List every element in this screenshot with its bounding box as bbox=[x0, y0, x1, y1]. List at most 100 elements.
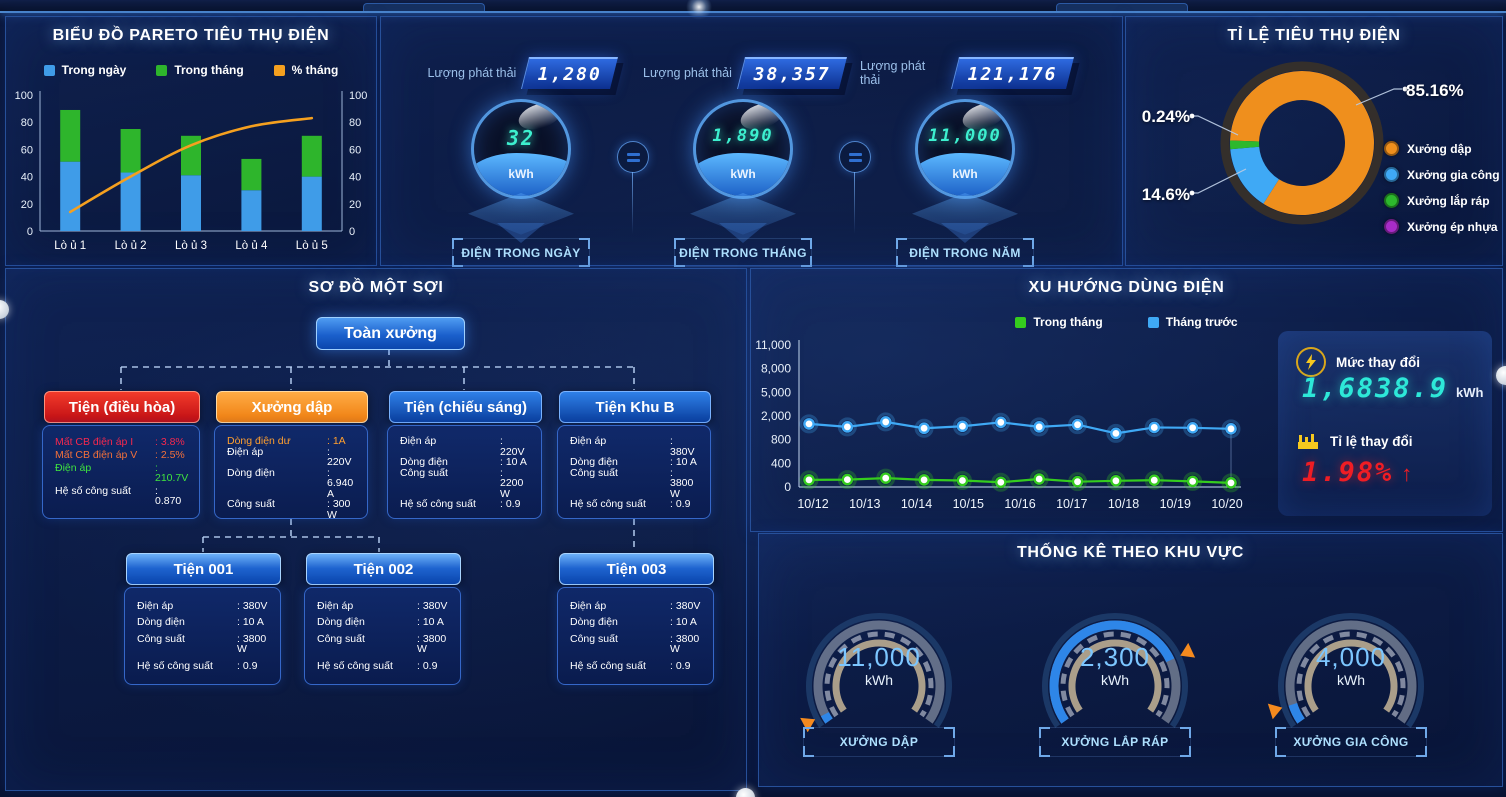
diagram-node-row: Công suất: 3800 W bbox=[317, 632, 448, 656]
trend-stat-value: 1,6838.9 kWh bbox=[1302, 373, 1484, 404]
area-gauge-button-label: XƯỞNG LẮP RÁP bbox=[1061, 735, 1169, 749]
donut-legend-item[interactable]: Xưởng lắp ráp bbox=[1384, 193, 1500, 208]
svg-text:40: 40 bbox=[21, 172, 33, 184]
diagram-node-header[interactable]: Tiện (điều hòa) bbox=[44, 391, 200, 423]
diagram-node-row: Điện áp: 380V bbox=[137, 601, 268, 612]
donut-legend-item[interactable]: Xưởng ép nhựa bbox=[1384, 219, 1500, 234]
bracket-corner bbox=[1180, 746, 1191, 757]
node-row-value: : 220V bbox=[500, 435, 525, 458]
trend-legend-item[interactable]: Tháng trước bbox=[1147, 315, 1238, 329]
emission-display: 38,357 bbox=[736, 57, 847, 89]
meter-button-label: ĐIỆN TRONG THÁNG bbox=[679, 245, 807, 260]
pareto-legend-item[interactable]: Trong ngày bbox=[43, 63, 127, 77]
svg-text:11,000: 11,000 bbox=[755, 338, 791, 352]
meter-button[interactable]: ĐIỆN TRONG THÁNG bbox=[674, 238, 812, 267]
diagram-node-header[interactable]: Tiện 002 bbox=[306, 553, 461, 585]
meter-link-stem bbox=[854, 172, 855, 234]
svg-text:10/17: 10/17 bbox=[1056, 497, 1087, 511]
emission-display-value: 121,176 bbox=[967, 63, 1058, 85]
bracket-corner bbox=[1023, 256, 1034, 267]
node-row-value: : 210.7V bbox=[155, 461, 189, 485]
left-edge-handle[interactable] bbox=[0, 300, 9, 319]
node-row-value: : 10 A bbox=[417, 616, 444, 629]
svg-text:100: 100 bbox=[15, 90, 33, 102]
diagram-node-header[interactable]: Xưởng dập bbox=[216, 391, 368, 423]
ball-liquid bbox=[696, 152, 790, 196]
diagram-node-row: Hệ số công suất: 0.9 bbox=[317, 661, 448, 672]
diagram-node-header[interactable]: Tiện Khu B bbox=[559, 391, 711, 423]
panel-usage-trend: XU HƯỚNG DÙNG ĐIỆN Trong tháng Tháng trướ… bbox=[750, 268, 1503, 532]
node-row-label: Mất CB điện áp I bbox=[55, 436, 134, 449]
area-gauge-button-label: XƯỞNG GIA CÔNG bbox=[1293, 735, 1409, 749]
node-row-value: : 0.9 bbox=[500, 498, 521, 510]
diagram-node-row: Dòng điện: 6.940 A bbox=[227, 467, 355, 500]
diagram-node-row: Dòng điện: 10 A bbox=[137, 617, 268, 628]
meter-button[interactable]: ĐIỆN TRONG NGÀY bbox=[452, 238, 590, 267]
bracket-corner bbox=[1275, 746, 1286, 757]
ball-liquid bbox=[474, 152, 568, 196]
diagram-node-row: Công suất: 3800 W bbox=[570, 466, 698, 500]
area-gauge-button[interactable]: XƯỞNG LẮP RÁP bbox=[1039, 727, 1191, 757]
node-row-label: Công suất bbox=[227, 498, 275, 510]
area-gauge-button[interactable]: XƯỞNG DẬP bbox=[803, 727, 955, 757]
diagram-node-header[interactable]: Tiện (chiếu sáng) bbox=[389, 391, 542, 423]
node-row-label: Điện áp bbox=[570, 435, 607, 447]
donut-legend-item[interactable]: Xưởng dập bbox=[1384, 141, 1500, 156]
trend-legend-item[interactable]: Trong tháng bbox=[1015, 315, 1103, 329]
emission-display: 121,176 bbox=[951, 57, 1074, 89]
trend-stat-number: 1,6838.9 bbox=[1302, 373, 1449, 404]
area-gauge-value: 4,000 bbox=[1315, 642, 1387, 672]
donut-slice-2 bbox=[1230, 146, 1279, 204]
bracket-corner bbox=[803, 746, 814, 757]
diagram-node-row: Dòng điện: 10 A bbox=[570, 617, 701, 628]
node-row-value: : 380V bbox=[417, 599, 448, 612]
node-row-label: Công suất bbox=[400, 466, 448, 479]
node-row-label: Hệ số công suất bbox=[55, 484, 131, 497]
pedestal-decoration bbox=[690, 193, 796, 245]
diagram-node-header[interactable]: Tiện 001 bbox=[126, 553, 281, 585]
node-row-label: Hệ số công suất bbox=[570, 659, 646, 672]
pareto-legend-item[interactable]: Trong tháng bbox=[156, 63, 244, 77]
legend-label: Xưởng ép nhựa bbox=[1407, 219, 1498, 234]
legend-label: Trong ngày bbox=[61, 63, 127, 77]
pedestal-triangle bbox=[719, 223, 767, 267]
diagram-node-header[interactable]: Tiện 003 bbox=[559, 553, 714, 585]
ball-gauge-value: 11,000 bbox=[928, 126, 1002, 146]
bottom-edge-handle[interactable] bbox=[736, 788, 755, 797]
diagram-node-row: Mất CB điện áp I : 3.8% bbox=[55, 437, 187, 448]
lightning-icon bbox=[1296, 347, 1326, 377]
legend-swatch bbox=[273, 64, 285, 76]
trend-stat-value: 1.98% ↑ bbox=[1302, 457, 1412, 488]
trend-stat-label: Tỉ lệ thay đổi bbox=[1330, 433, 1413, 449]
diagram-node-row: Công suất: 300 W bbox=[227, 499, 355, 520]
legend-swatch bbox=[43, 64, 55, 76]
pedestal-decoration bbox=[912, 193, 1018, 245]
meter-button[interactable]: ĐIỆN TRONG NĂM bbox=[896, 238, 1034, 267]
panel-meters: Lượng phát thải 1,280 32 kWh ĐIỆN TRONG NGÀY… bbox=[380, 16, 1123, 267]
donut-legend-item[interactable]: Xưởng gia công bbox=[1384, 167, 1500, 182]
svg-text:20: 20 bbox=[21, 199, 33, 211]
node-row-label: Dòng điện bbox=[570, 456, 618, 468]
node-row-label: Điện áp bbox=[317, 599, 354, 612]
pareto-legend-item[interactable]: % tháng bbox=[273, 63, 338, 77]
legend-swatch bbox=[1384, 219, 1399, 234]
svg-text:400: 400 bbox=[771, 456, 791, 470]
meter-top-row: Lượng phát thải 121,176 bbox=[860, 57, 1074, 89]
node-row-value: : 3800 W bbox=[670, 466, 694, 500]
node-row-value: : 3.8% bbox=[155, 436, 185, 449]
node-row-value: : 2200 W bbox=[500, 466, 524, 500]
meter-unit: Lượng phát thải 121,176 11,000 kWh ĐIỆN TRON… bbox=[860, 43, 1074, 267]
diagram-node-row: Điện áp: 380V bbox=[570, 436, 698, 457]
right-edge-handle[interactable] bbox=[1496, 366, 1506, 385]
node-row-label: Mất CB điện áp V bbox=[55, 448, 138, 461]
node-row-value: : 3800 W bbox=[417, 632, 447, 656]
meter-unit: Lượng phát thải 1,280 32 kWh ĐIỆN TRONG NGÀY bbox=[416, 43, 626, 267]
diagram-node-row: Mất CB điện áp V: 2.5% bbox=[55, 450, 187, 461]
trend-chart: 0 400 800 2,000 5,000 8,000 11,000 10/12 10/13 10… bbox=[755, 338, 1243, 511]
diagram-node-details: Điện áp: 380V Dòng điện: 10 A Công suất: 3… bbox=[557, 425, 711, 519]
ball-gauge: 1,890 kWh bbox=[693, 99, 793, 199]
area-gauge-button[interactable]: XƯỞNG GIA CÔNG bbox=[1275, 727, 1427, 757]
legend-swatch bbox=[1015, 316, 1027, 328]
diagram-root-node[interactable]: Toàn xưởng bbox=[316, 317, 465, 350]
